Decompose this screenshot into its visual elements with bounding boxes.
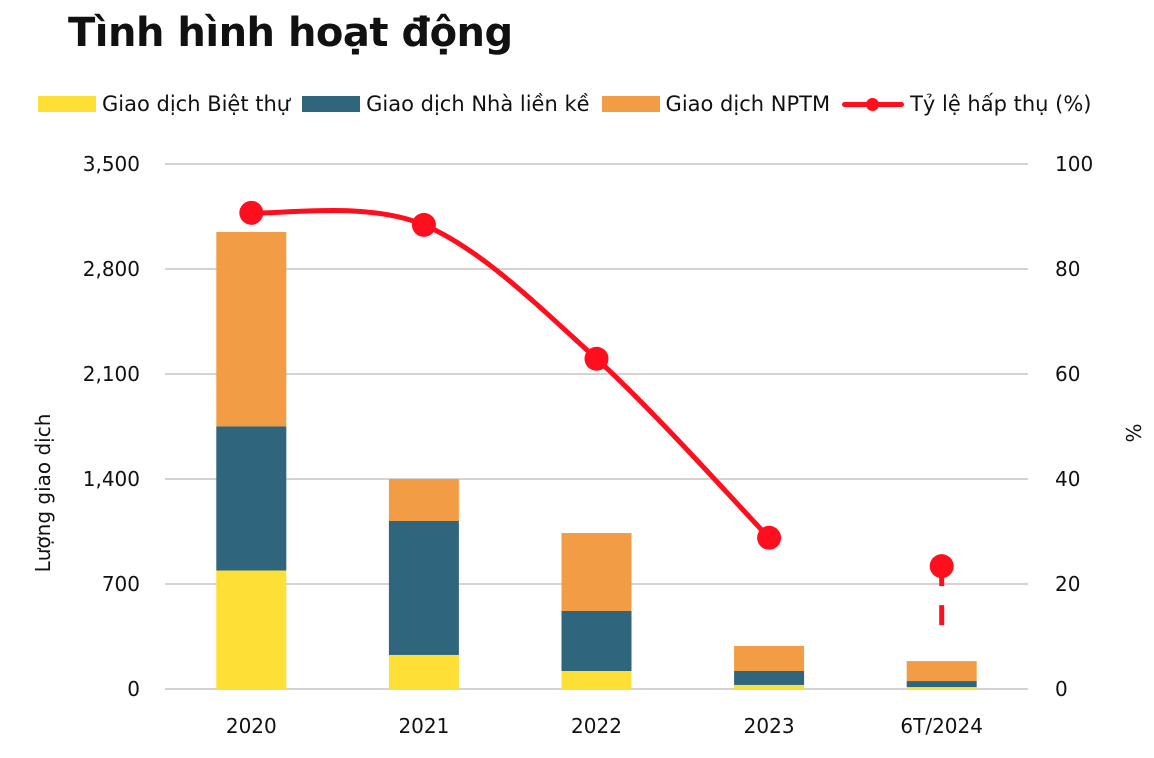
- line-point: [411, 212, 436, 237]
- legend-swatch: [38, 96, 96, 112]
- bar-segment: [388, 654, 459, 689]
- x-tick-label: 6T/2024: [900, 714, 983, 738]
- legend-swatch: [842, 96, 905, 112]
- y-axis-label: Lượng giao dịch: [31, 414, 55, 573]
- bar-segment: [734, 671, 805, 685]
- bar-segment: [561, 611, 632, 671]
- legend-label: Giao dịch Biệt thự: [102, 92, 291, 116]
- y-tick-label: 2,800: [83, 257, 140, 281]
- y2-tick-label: 0: [1055, 677, 1068, 701]
- legend-item: Tỷ lệ hấp thụ (%): [842, 92, 1091, 116]
- bar-segment: [906, 681, 977, 688]
- bar-segment: [561, 671, 632, 689]
- y2-tick-label: 40: [1055, 467, 1080, 491]
- legend: Giao dịch Biệt thự Giao dịch Nhà liền kề G…: [38, 92, 1103, 116]
- legend-swatch: [601, 96, 660, 112]
- y2-tick-label: 100: [1055, 152, 1093, 176]
- y-tick-label: 1,400: [83, 467, 140, 491]
- bar-segment: [734, 684, 805, 689]
- bar-segment: [388, 479, 459, 521]
- y2-tick-label: 60: [1055, 362, 1080, 386]
- legend-label: Giao dịch NPTM: [665, 92, 831, 116]
- legend-item: Giao dịch Nhà liền kề: [302, 92, 590, 116]
- legend-label: Tỷ lệ hấp thụ (%): [910, 92, 1092, 116]
- bar-segment: [216, 231, 287, 427]
- bar-segment: [906, 687, 977, 689]
- line-point: [239, 200, 264, 225]
- bar-segment: [561, 533, 632, 611]
- x-tick-label: 2022: [571, 714, 622, 738]
- bar-segment: [216, 570, 287, 689]
- y-tick-label: 2,100: [83, 362, 140, 386]
- bar-segment: [734, 645, 805, 671]
- bar-segment: [906, 661, 977, 682]
- x-tick-label: 2023: [744, 714, 795, 738]
- line-point: [757, 525, 782, 550]
- x-tick-label: 2021: [398, 714, 449, 738]
- legend-swatch: [302, 96, 361, 112]
- line-series: [251, 207, 771, 540]
- x-tick-label: 2020: [226, 714, 277, 738]
- legend-label: Giao dịch Nhà liền kề: [366, 92, 590, 116]
- chart-title: Tình hình hoạt động: [68, 10, 513, 56]
- line-point: [929, 554, 954, 579]
- y2-axis-label: %: [1121, 423, 1145, 442]
- y-tick-label: 0: [127, 677, 140, 701]
- bar-segment: [216, 426, 287, 571]
- legend-item: Giao dịch NPTM: [601, 92, 831, 116]
- y-tick-label: 700: [102, 572, 140, 596]
- line-point: [584, 346, 609, 371]
- y2-tick-label: 80: [1055, 257, 1080, 281]
- legend-item: Giao dịch Biệt thự: [38, 92, 290, 116]
- bar-segment: [388, 521, 459, 655]
- y2-tick-label: 20: [1055, 572, 1080, 596]
- y-tick-label: 3,500: [83, 152, 140, 176]
